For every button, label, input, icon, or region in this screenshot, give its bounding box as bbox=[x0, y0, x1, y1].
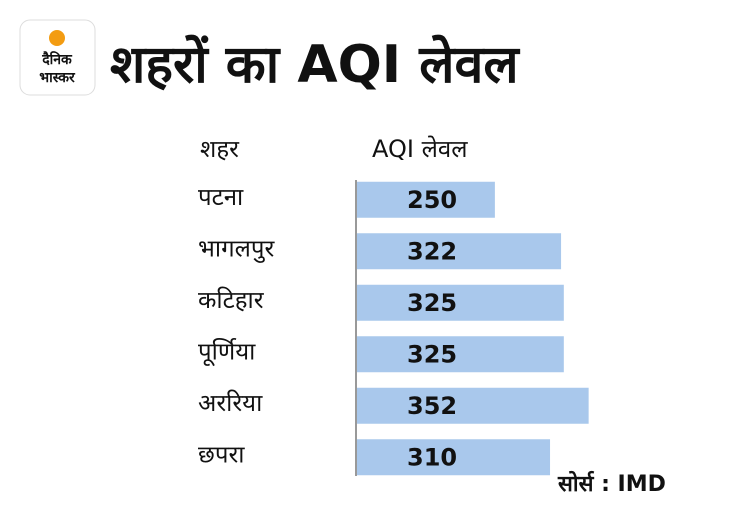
bar bbox=[357, 181, 495, 218]
column-header: AQI लेवल bbox=[372, 135, 468, 163]
value-label: 250 bbox=[407, 186, 457, 214]
logo-text: भास्कर bbox=[39, 70, 76, 86]
bar bbox=[357, 336, 564, 373]
column-header: शहर bbox=[200, 135, 240, 163]
source: सोर्स : IMD bbox=[557, 470, 666, 497]
category-label: कटिहार bbox=[198, 286, 265, 314]
bar bbox=[357, 439, 551, 476]
logo: दैनिक भास्कर bbox=[19, 19, 96, 96]
logo-text: दैनिक bbox=[41, 51, 73, 68]
category-label: भागलपुर bbox=[198, 234, 276, 263]
category-label: अररिया bbox=[198, 389, 263, 417]
bar bbox=[357, 387, 589, 424]
logo-box bbox=[19, 19, 96, 96]
value-label: 352 bbox=[407, 392, 457, 420]
bar bbox=[357, 284, 564, 321]
logo-sun bbox=[49, 30, 65, 46]
category-label: पूर्णिया bbox=[198, 337, 256, 366]
category-label: पटना bbox=[198, 183, 244, 211]
chart-title: शहरों का AQI लेवल bbox=[110, 34, 520, 95]
value-label: 310 bbox=[407, 443, 457, 471]
bar bbox=[357, 233, 562, 270]
value-label: 325 bbox=[407, 340, 457, 368]
value-label: 322 bbox=[407, 237, 457, 265]
category-label: छपरा bbox=[198, 440, 245, 468]
value-label: 325 bbox=[407, 289, 457, 317]
